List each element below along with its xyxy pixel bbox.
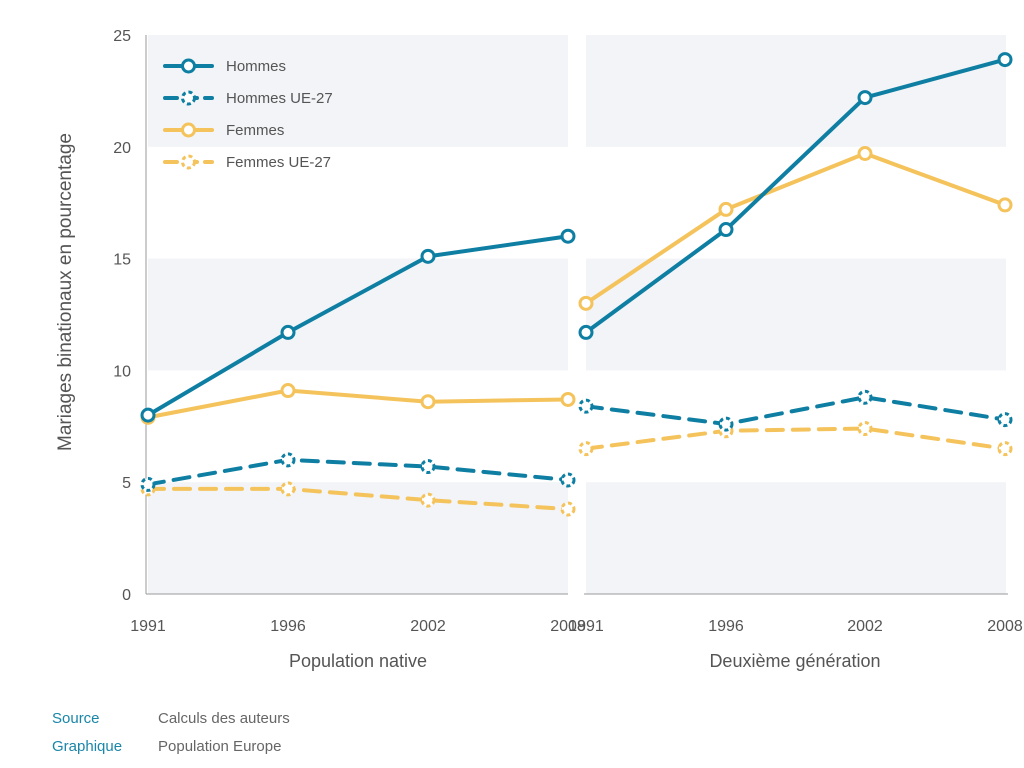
data-point-femmes-ue-27 (560, 501, 576, 517)
data-point-hommes-ue-27 (578, 398, 594, 414)
legend-item-hommes-ue-27: Hommes UE-27 (163, 90, 333, 107)
series-line-femmes-ue-27-population-native (146, 486, 570, 512)
x-tick-label: 1996 (708, 618, 744, 635)
x-tick-label: 2002 (410, 618, 446, 635)
series-line-hommes-deuxieme-generation (584, 57, 1007, 335)
series-line-hommes-population-native (146, 234, 570, 418)
y-tick-label: 25 (113, 28, 131, 45)
legend-swatch-marker (181, 154, 196, 170)
background-band (586, 482, 1006, 594)
series-line-hommes-ue-27-deuxieme-generation (584, 395, 1007, 427)
background-band (586, 35, 1006, 147)
legend-swatch-marker (181, 90, 196, 106)
background-band (148, 258, 568, 371)
x-tick-label: 2008 (550, 618, 586, 635)
footer-graphic-key: Graphique (52, 738, 123, 755)
data-point-hommes-ue-27 (997, 412, 1013, 428)
data-point-femmes (420, 394, 436, 410)
series-line-hommes-ue-27-population-native (146, 457, 570, 487)
data-point-femmes (718, 201, 734, 217)
background-band (586, 258, 1006, 371)
data-point-hommes (718, 222, 734, 238)
legend-label: Femmes UE-27 (226, 154, 331, 171)
series-points (140, 52, 1013, 517)
y-tick-label: 15 (113, 252, 131, 269)
data-point-hommes-ue-27 (280, 452, 296, 468)
footer-graphic-value: Population Europe (158, 738, 282, 755)
legend-item-hommes: Hommes (163, 58, 286, 75)
y-tick-labels: 0 5 10 15 20 25 (113, 28, 131, 604)
footer-graphic: Graphique Population Europe (52, 738, 281, 755)
series-lines (146, 57, 1007, 512)
data-point-hommes-ue-27 (857, 389, 873, 405)
data-point-femmes-ue-27 (420, 492, 436, 508)
x-tick-label: 1991 (130, 618, 166, 635)
x-tick-label: 2002 (847, 618, 883, 635)
legend-item-femmes-ue-27: Femmes UE-27 (163, 154, 331, 171)
data-point-hommes (280, 324, 296, 340)
background-bands (148, 35, 1006, 594)
data-point-femmes-ue-27 (280, 481, 296, 497)
x-tick-label: 1996 (270, 618, 306, 635)
y-tick-label: 5 (122, 475, 131, 492)
data-point-femmes (997, 197, 1013, 213)
data-point-femmes-ue-27 (997, 441, 1013, 457)
footer-source-value: Calculs des auteurs (158, 710, 290, 727)
legend-swatch-marker (181, 122, 196, 138)
data-point-hommes-ue-27 (560, 472, 576, 488)
data-point-hommes (420, 248, 436, 264)
footer-source: Source Calculs des auteurs (52, 710, 290, 727)
y-axis-label: Mariages binationaux en pourcentage (55, 133, 76, 451)
data-point-femmes-ue-27 (578, 441, 594, 457)
data-point-hommes-ue-27 (718, 416, 734, 432)
legend-label: Femmes (226, 122, 284, 139)
y-tick-label: 20 (113, 140, 131, 157)
background-band (148, 35, 568, 147)
legend: Hommes Hommes UE-27 Femmes Femmes UE-27 (163, 58, 333, 171)
data-point-femmes-ue-27 (857, 421, 873, 437)
series-line-femmes-deuxieme-generation (584, 151, 1007, 306)
data-point-hommes (997, 52, 1013, 68)
legend-label: Hommes UE-27 (226, 90, 333, 107)
legend-item-femmes: Femmes (163, 122, 284, 139)
data-point-hommes (857, 90, 873, 106)
y-tick-label: 0 (122, 587, 131, 604)
data-point-hommes (140, 407, 156, 423)
series-line-femmes-population-native (146, 388, 570, 420)
footer-source-key: Source (52, 710, 100, 727)
legend-label: Hommes (226, 58, 286, 75)
data-point-hommes-ue-27 (140, 476, 156, 492)
series-line-femmes-ue-27-deuxieme-generation (584, 426, 1007, 451)
x-tick-label: 1991 (568, 618, 604, 635)
data-point-femmes (857, 146, 873, 162)
data-point-hommes (560, 228, 576, 244)
panel-label-population-native: Population native (289, 651, 427, 671)
data-point-femmes (578, 295, 594, 311)
x-tick-label: 2008 (987, 618, 1023, 635)
legend-swatch-marker (181, 58, 196, 74)
y-tick-label: 10 (113, 363, 131, 380)
background-band (148, 482, 568, 594)
axes (145, 35, 1008, 595)
data-point-hommes-ue-27 (420, 459, 436, 475)
data-point-femmes (560, 391, 576, 407)
data-point-hommes (578, 324, 594, 340)
data-point-femmes (280, 383, 296, 399)
panel-label-deuxieme-generation: Deuxième génération (709, 651, 880, 671)
